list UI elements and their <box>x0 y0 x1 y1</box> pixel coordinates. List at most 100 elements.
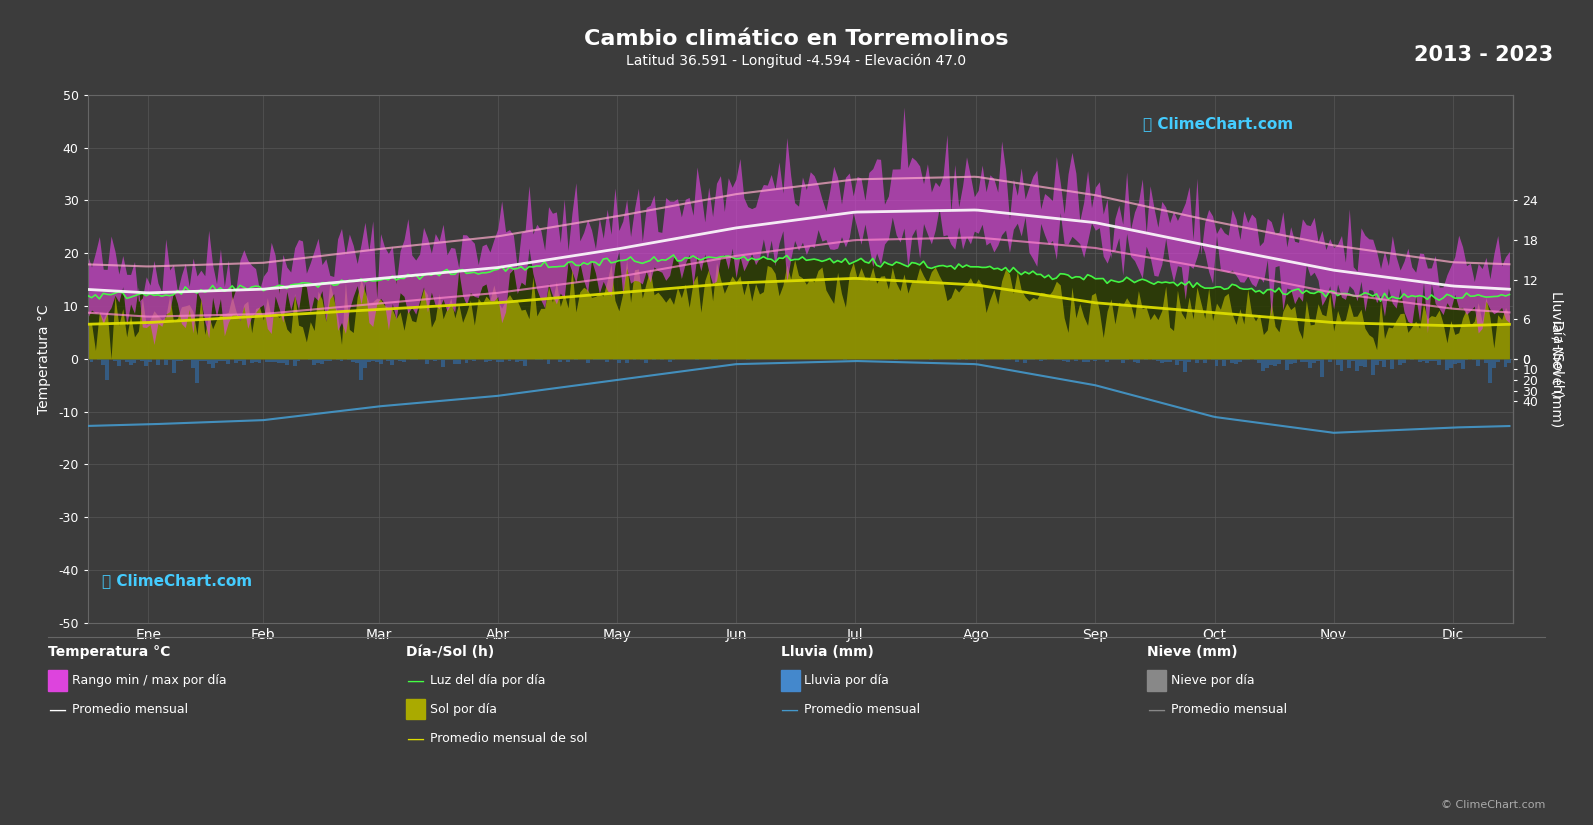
Bar <box>148 359 151 362</box>
Bar <box>1351 359 1356 361</box>
Text: Cambio climático en Torremolinos: Cambio climático en Torremolinos <box>585 29 1008 49</box>
Bar <box>140 359 145 361</box>
Bar <box>640 359 644 361</box>
Bar <box>97 359 102 361</box>
Bar <box>523 359 527 365</box>
Bar <box>1426 359 1429 363</box>
Bar <box>1254 359 1257 361</box>
Bar <box>1219 359 1222 360</box>
Text: —: — <box>1147 700 1164 719</box>
Bar <box>1058 359 1063 360</box>
Bar <box>430 359 433 360</box>
Bar <box>1375 359 1378 365</box>
Bar <box>1383 359 1386 367</box>
Bar <box>124 359 129 362</box>
Bar <box>1343 359 1348 361</box>
Bar <box>1184 359 1187 372</box>
Text: Promedio mensual: Promedio mensual <box>804 703 921 716</box>
Bar <box>1504 359 1507 367</box>
Bar <box>1101 359 1106 360</box>
Bar <box>644 359 648 364</box>
Bar <box>218 359 223 361</box>
Bar <box>605 359 609 362</box>
Text: Temperatura °C: Temperatura °C <box>48 645 170 659</box>
Bar <box>1164 359 1168 362</box>
Text: © ClimeChart.com: © ClimeChart.com <box>1440 800 1545 810</box>
Bar <box>1270 359 1273 365</box>
Text: —: — <box>48 700 65 719</box>
Bar <box>89 359 94 361</box>
Bar <box>1238 359 1243 362</box>
Bar <box>129 359 132 365</box>
Bar <box>1203 359 1207 363</box>
Bar <box>1399 359 1402 365</box>
Bar <box>226 359 231 364</box>
Bar <box>1292 359 1297 363</box>
Text: —: — <box>406 672 424 690</box>
Bar <box>500 359 503 362</box>
Bar <box>272 359 277 362</box>
Bar <box>180 359 183 361</box>
Bar <box>1437 359 1442 365</box>
Bar <box>1493 359 1496 368</box>
Bar <box>1114 359 1117 360</box>
Bar <box>194 359 199 383</box>
Bar <box>1410 359 1413 361</box>
Bar <box>1335 359 1340 365</box>
Bar <box>484 359 487 362</box>
Text: 🌐 ClimeChart.com: 🌐 ClimeChart.com <box>102 573 252 588</box>
Bar <box>1305 359 1308 362</box>
Bar <box>1329 359 1332 361</box>
Bar <box>1429 359 1434 361</box>
Bar <box>1086 359 1090 361</box>
Bar <box>1004 359 1007 361</box>
Bar <box>425 359 430 364</box>
Bar <box>1316 359 1321 361</box>
Bar <box>457 359 460 364</box>
Bar <box>594 359 597 360</box>
Bar <box>1445 359 1450 370</box>
Bar <box>495 359 500 362</box>
Bar <box>1063 359 1066 361</box>
Bar <box>1321 359 1324 377</box>
Bar <box>1243 359 1246 361</box>
Bar <box>1066 359 1070 362</box>
Bar <box>473 359 476 361</box>
Bar <box>468 359 473 361</box>
Bar <box>1152 359 1157 360</box>
Bar <box>309 359 312 361</box>
Bar <box>1133 359 1136 362</box>
Text: Latitud 36.591 - Longitud -4.594 - Elevación 47.0: Latitud 36.591 - Longitud -4.594 - Eleva… <box>626 54 967 68</box>
Bar <box>1082 359 1086 362</box>
Bar <box>253 359 258 361</box>
Bar <box>156 359 159 365</box>
Bar <box>1418 359 1421 362</box>
Bar <box>315 359 320 363</box>
Bar <box>398 359 401 361</box>
Bar <box>175 359 180 361</box>
Bar <box>1230 359 1235 363</box>
Bar <box>1364 359 1367 367</box>
Bar <box>1300 359 1305 361</box>
Text: —: — <box>406 729 424 747</box>
Bar <box>121 359 124 360</box>
Bar <box>207 359 210 365</box>
Bar <box>710 359 715 360</box>
Bar <box>390 359 393 365</box>
Bar <box>660 359 664 360</box>
Y-axis label: Lluvia / Nieve (mm): Lluvia / Nieve (mm) <box>1550 290 1563 427</box>
Bar <box>242 359 245 365</box>
Bar <box>164 359 167 365</box>
Bar <box>366 359 371 362</box>
Bar <box>1235 359 1238 364</box>
Y-axis label: Temperatura °C: Temperatura °C <box>37 304 51 413</box>
Bar <box>223 359 226 361</box>
Bar <box>401 359 406 361</box>
Bar <box>964 359 969 361</box>
Bar <box>695 359 699 361</box>
Bar <box>250 359 253 362</box>
Bar <box>1265 359 1270 368</box>
Bar <box>1286 359 1289 370</box>
Bar <box>1176 359 1179 365</box>
Bar <box>1450 359 1453 368</box>
